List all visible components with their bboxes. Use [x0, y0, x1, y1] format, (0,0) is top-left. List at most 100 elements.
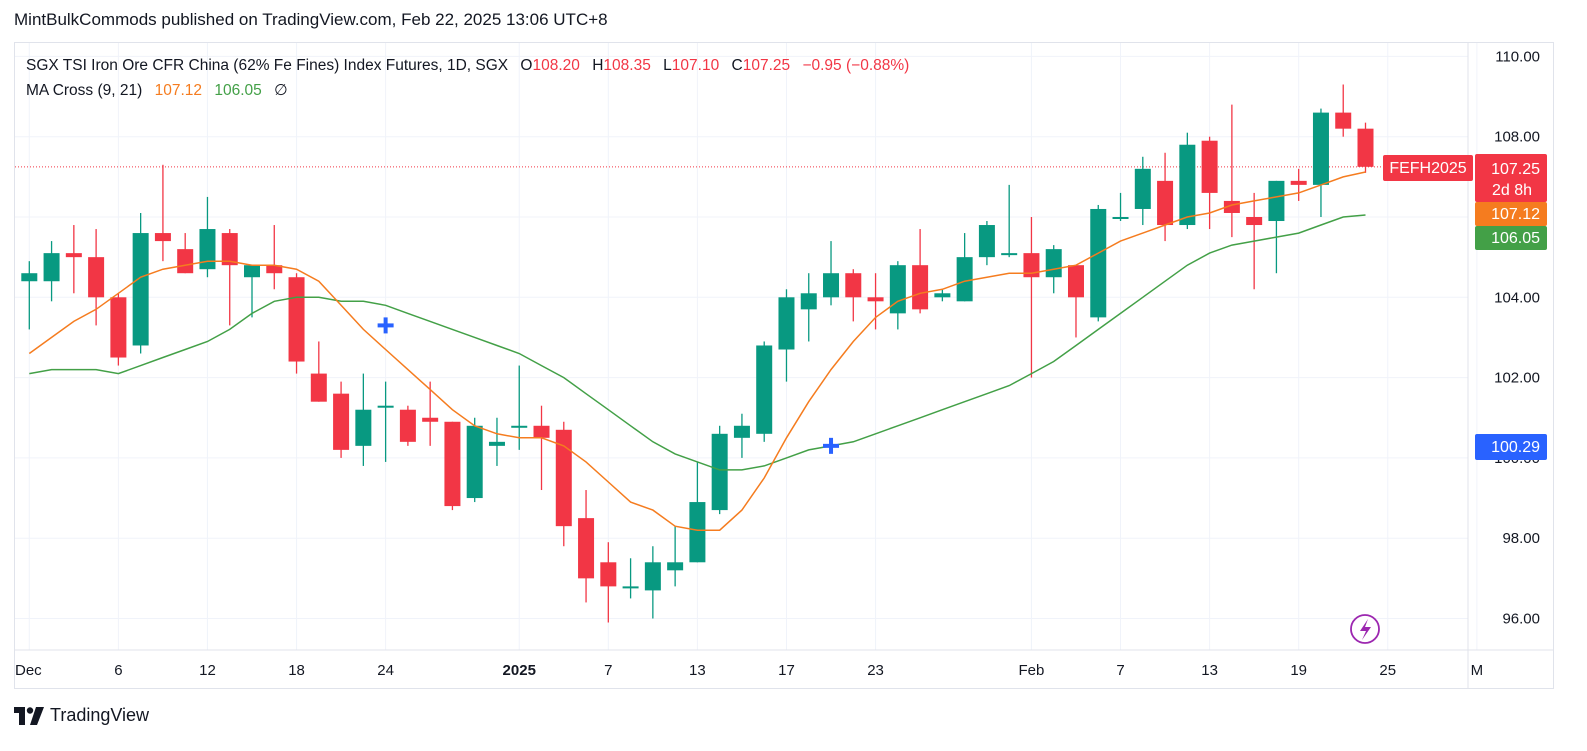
candle[interactable] [800, 273, 817, 342]
ma-fast-tag-bg [1475, 202, 1547, 226]
x-tick-label: M [1471, 662, 1484, 679]
chart-legend: SGX TSI Iron Ore CFR China (62% Fe Fines… [26, 53, 909, 103]
candle-body [1179, 144, 1196, 226]
candle[interactable] [1067, 265, 1084, 338]
candle[interactable] [1001, 184, 1018, 258]
candle[interactable] [533, 405, 550, 491]
candle[interactable] [778, 289, 795, 382]
countdown-text: 2d 8h [1492, 182, 1532, 199]
candle[interactable] [756, 341, 773, 442]
candle[interactable] [511, 365, 528, 450]
candle[interactable] [889, 261, 906, 330]
candle[interactable] [333, 381, 350, 458]
candle[interactable] [1090, 204, 1107, 322]
candle[interactable] [600, 542, 617, 623]
candle[interactable] [444, 421, 461, 511]
candle-body [845, 273, 862, 298]
last-price-tag[interactable]: 107.25 2d 8h [1475, 154, 1547, 202]
candle[interactable] [244, 265, 260, 318]
ma-slow-tag[interactable]: 106.05 [1475, 226, 1547, 250]
candle-body [488, 441, 505, 446]
candle[interactable] [88, 229, 105, 326]
symbol-title[interactable]: SGX TSI Iron Ore CFR China (62% Fe Fines… [26, 57, 509, 74]
candle[interactable] [132, 212, 149, 354]
candle[interactable] [1023, 217, 1040, 378]
candle[interactable] [1335, 84, 1352, 137]
symbol-tag[interactable]: FEFH2025 [1383, 155, 1473, 181]
candle[interactable] [555, 421, 572, 547]
candle[interactable] [733, 413, 750, 458]
candle[interactable] [1268, 180, 1285, 274]
low-value: 107.10 [671, 57, 720, 74]
candle[interactable] [177, 233, 194, 274]
candle[interactable] [65, 225, 82, 294]
cross-v [829, 437, 834, 454]
candle[interactable] [399, 405, 416, 446]
indicator-hidden-icon[interactable]: ∅ [274, 82, 288, 99]
candle[interactable] [667, 526, 684, 587]
candle[interactable] [199, 196, 216, 278]
candle[interactable] [154, 164, 171, 262]
lightning-icon[interactable] [1350, 614, 1380, 644]
candle[interactable] [310, 341, 327, 402]
candle-body [88, 257, 105, 298]
candle[interactable] [488, 417, 505, 466]
tradingview-brand[interactable]: TradingView [14, 705, 149, 726]
candle[interactable] [1179, 132, 1196, 230]
chart-panel[interactable] [14, 42, 1554, 689]
crosshair-tag[interactable]: 100.29 [1475, 434, 1547, 460]
candle-body [21, 273, 38, 282]
candle[interactable] [466, 417, 483, 503]
candle[interactable] [956, 233, 973, 302]
candle[interactable] [823, 241, 840, 306]
change-value: −0.95 (−0.88%) [802, 57, 910, 74]
candle-body [667, 562, 684, 571]
candle[interactable] [867, 273, 884, 330]
candle-body [444, 421, 461, 507]
legend-indicator-row: MA Cross (9, 21) 107.12 106.05 ∅ [26, 78, 909, 103]
candle-body [1001, 253, 1018, 256]
candle[interactable] [689, 461, 706, 563]
high-value: 108.35 [603, 57, 651, 74]
candle-body [622, 586, 639, 589]
candle-body [689, 502, 706, 563]
x-tick-label: 7 [604, 662, 612, 679]
candle[interactable] [422, 381, 439, 446]
x-tick-label: 2025 [503, 662, 536, 679]
open-value: 108.20 [532, 57, 580, 74]
candle[interactable] [221, 229, 238, 326]
candle-body [511, 425, 528, 428]
candle-body [65, 253, 82, 258]
ma-slow-line [29, 214, 1366, 471]
candle[interactable] [1312, 108, 1329, 217]
candle-body [466, 425, 483, 499]
indicator-name[interactable]: MA Cross (9, 21) [26, 82, 143, 99]
candle[interactable] [355, 373, 372, 466]
candle-body [1312, 112, 1329, 185]
candle-body [1090, 208, 1107, 318]
candle[interactable] [1157, 152, 1174, 242]
candle[interactable] [845, 269, 862, 322]
candle[interactable] [912, 229, 929, 314]
candle[interactable] [110, 293, 127, 366]
crosshair-tag-text: 100.29 [1491, 439, 1540, 456]
ma-fast-tag[interactable]: 107.12 [1475, 202, 1547, 226]
candle[interactable] [21, 261, 38, 330]
candle[interactable] [377, 381, 394, 462]
candle[interactable] [43, 241, 60, 302]
candle[interactable] [266, 225, 283, 290]
candle[interactable] [1201, 136, 1218, 230]
candle[interactable] [1112, 192, 1129, 222]
candle[interactable] [644, 546, 661, 619]
candle[interactable] [288, 273, 305, 374]
candle[interactable] [978, 221, 995, 266]
candle[interactable] [578, 490, 595, 603]
candle[interactable] [1357, 122, 1374, 173]
candle[interactable] [934, 289, 951, 302]
candle[interactable] [622, 558, 639, 599]
candle[interactable] [1134, 156, 1151, 226]
symbol-tag-bg [1383, 155, 1473, 181]
candle[interactable] [1290, 168, 1307, 201]
x-tick-label: 18 [288, 662, 305, 679]
